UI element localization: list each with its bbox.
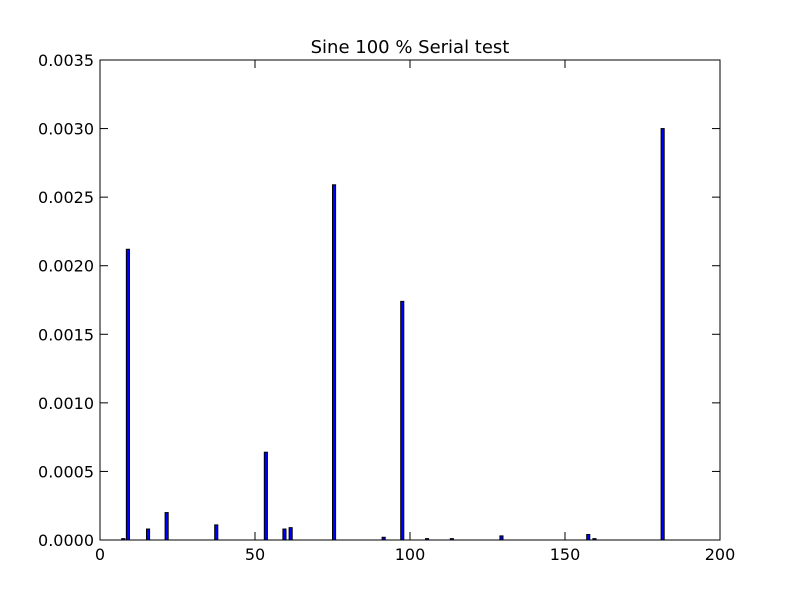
bar-3 — [164, 512, 169, 541]
x-tick-label: 100 — [395, 545, 426, 564]
bar-6 — [282, 528, 287, 541]
bars-group — [121, 128, 665, 541]
x-tick-label: 200 — [705, 545, 736, 564]
bar-13 — [499, 535, 504, 541]
bar-14 — [586, 534, 591, 541]
y-tick-label: 0.0020 — [38, 257, 94, 276]
bar-5 — [263, 451, 268, 541]
y-tick-label: 0.0035 — [38, 51, 94, 70]
ticks-group: 0 50 100 150 200 0.0000 0.0005 0.0010 0.0015 0.00… — [38, 51, 735, 564]
bar-2 — [146, 528, 151, 541]
bar-8 — [332, 184, 337, 541]
x-tick-label: 50 — [245, 545, 265, 564]
bar-7 — [288, 527, 293, 541]
bar-1 — [125, 248, 130, 541]
bar-10 — [400, 300, 405, 541]
bar-4 — [214, 524, 219, 541]
y-tick-label: 0.0010 — [38, 394, 94, 413]
y-tick-label: 0.0030 — [38, 120, 94, 139]
plot-frame — [99, 59, 721, 541]
x-tick-label: 150 — [550, 545, 581, 564]
chart-title: Sine 100 % Serial test — [311, 37, 510, 58]
y-tick-label: 0.0015 — [38, 325, 94, 344]
x-tick-label: 0 — [95, 545, 105, 564]
y-tick-label: 0.0025 — [38, 188, 94, 207]
y-tick-label: 0.0000 — [38, 531, 94, 550]
y-tick-label: 0.0005 — [38, 462, 94, 481]
bar-16 — [660, 128, 665, 541]
